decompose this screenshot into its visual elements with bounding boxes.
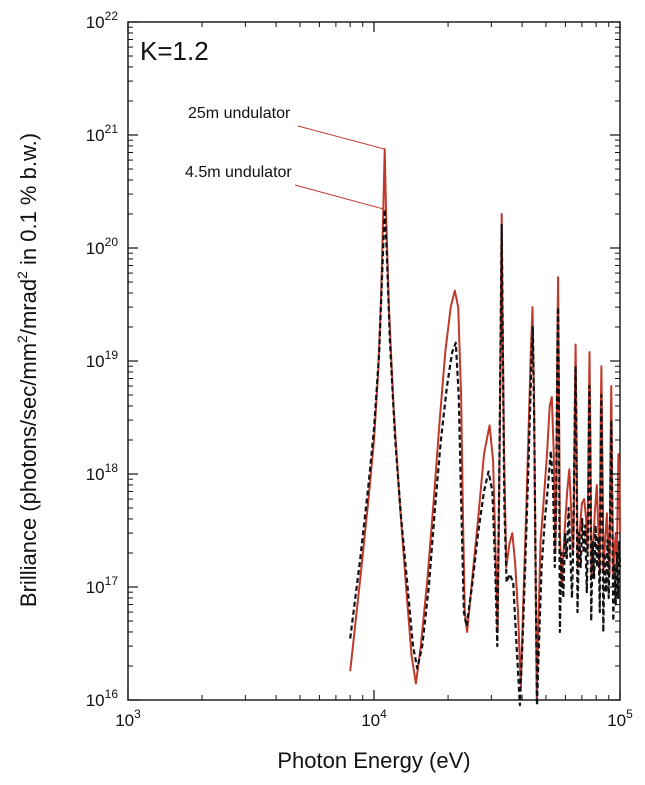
x-axis-title: Photon Energy (eV) [277,748,470,773]
annotation-label-4-5m: 4.5m undulator [185,164,292,181]
y-tick-label: 1019 [86,348,119,371]
ticks: 103 104 105 1016 1017 1018 1019 1020 1021 1022 [86,9,633,730]
y-tick-label: 1020 [86,235,119,258]
y-tick-label: 1022 [86,9,119,32]
y-tick-label: 1017 [86,574,119,597]
plot-frame [127,21,621,701]
annotation-leader-line [294,184,385,210]
k-parameter-label: K=1.2 [140,36,209,66]
series-layer [349,148,622,707]
plot-area [127,21,621,701]
annotations: 25m undulator 4.5m undulator [185,105,385,210]
x-tick-label: 104 [361,707,387,730]
annotation-label-25m: 25m undulator [188,105,291,122]
y-tick-label: 1021 [86,122,119,145]
y-tick-label: 1016 [86,687,119,710]
x-tick-label: 105 [607,707,633,730]
x-tick-label: 103 [115,707,141,730]
y-tick-label: 1018 [86,461,119,484]
annotation-leader-line [297,125,385,150]
series-line-4-5m [349,208,622,707]
y-axis-title: Brilliance (photons/sec/mm2/mrad2 in 0.1… [14,133,41,607]
series-line-25m [349,148,621,701]
